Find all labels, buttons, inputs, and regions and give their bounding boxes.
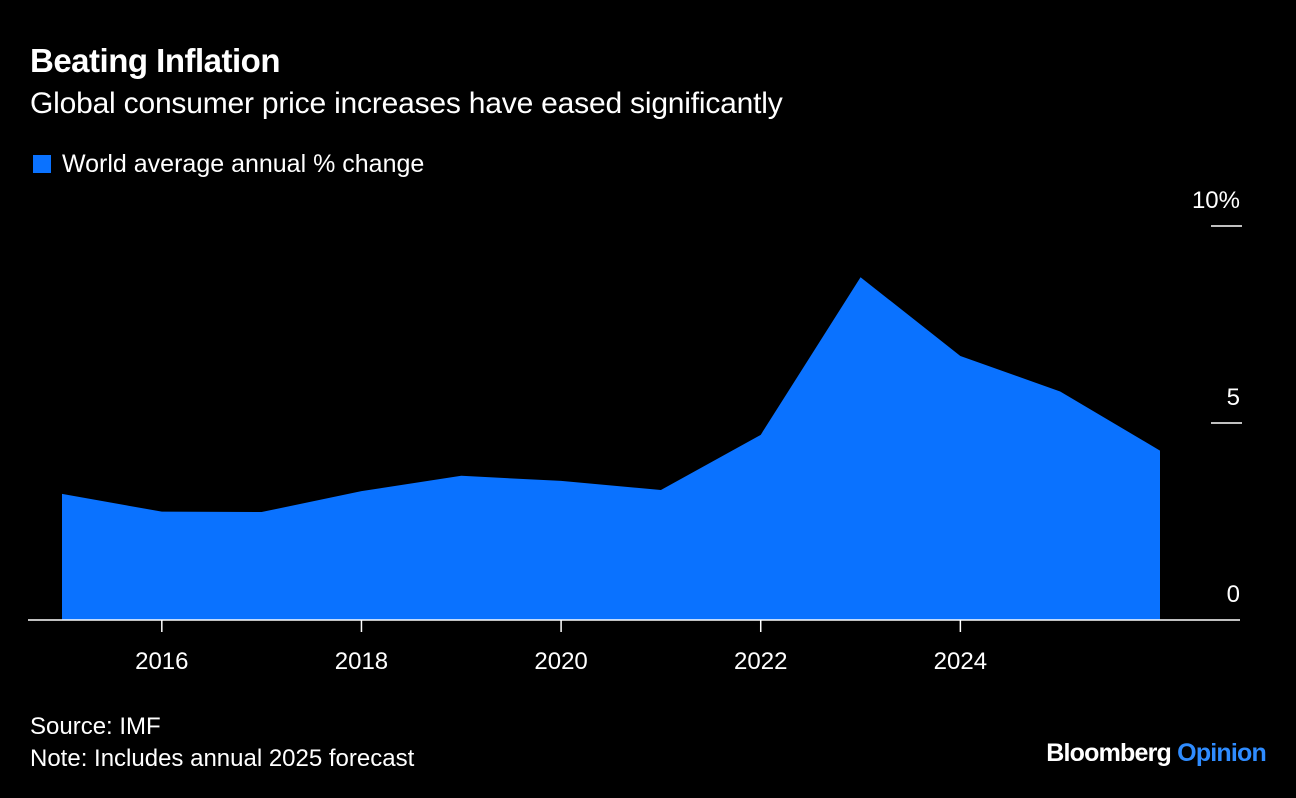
brand-primary: Bloomberg — [1046, 739, 1172, 767]
x-tick-label-2020: 2020 — [534, 648, 587, 675]
x-tick-label-2016: 2016 — [135, 648, 188, 675]
legend-swatch — [33, 155, 51, 173]
source-note: Source: IMF — [30, 713, 161, 740]
footer: Source: IMF Note: Includes annual 2025 f… — [30, 711, 414, 775]
x-tick-label-2022: 2022 — [734, 648, 787, 675]
area-series-world-inflation — [62, 277, 1160, 620]
brand-secondary: Opinion — [1177, 739, 1267, 767]
x-tick-label-2018: 2018 — [335, 648, 388, 675]
x-tick-label-2024: 2024 — [934, 648, 987, 675]
chart-subtitle: Global consumer price increases have eas… — [30, 87, 783, 120]
legend: World average annual % change — [33, 148, 424, 180]
y-tick-label-10: 10% — [1192, 187, 1240, 214]
legend-label: World average annual % change — [62, 150, 425, 178]
bloomberg-opinion-logo: Bloomberg Opinion — [1046, 737, 1267, 769]
chart-title: Beating Inflation — [30, 42, 281, 79]
forecast-note: Note: Includes annual 2025 forecast — [30, 745, 415, 772]
y-tick-label-0: 0 — [1227, 581, 1240, 608]
y-tick-label-5: 5 — [1227, 384, 1240, 411]
